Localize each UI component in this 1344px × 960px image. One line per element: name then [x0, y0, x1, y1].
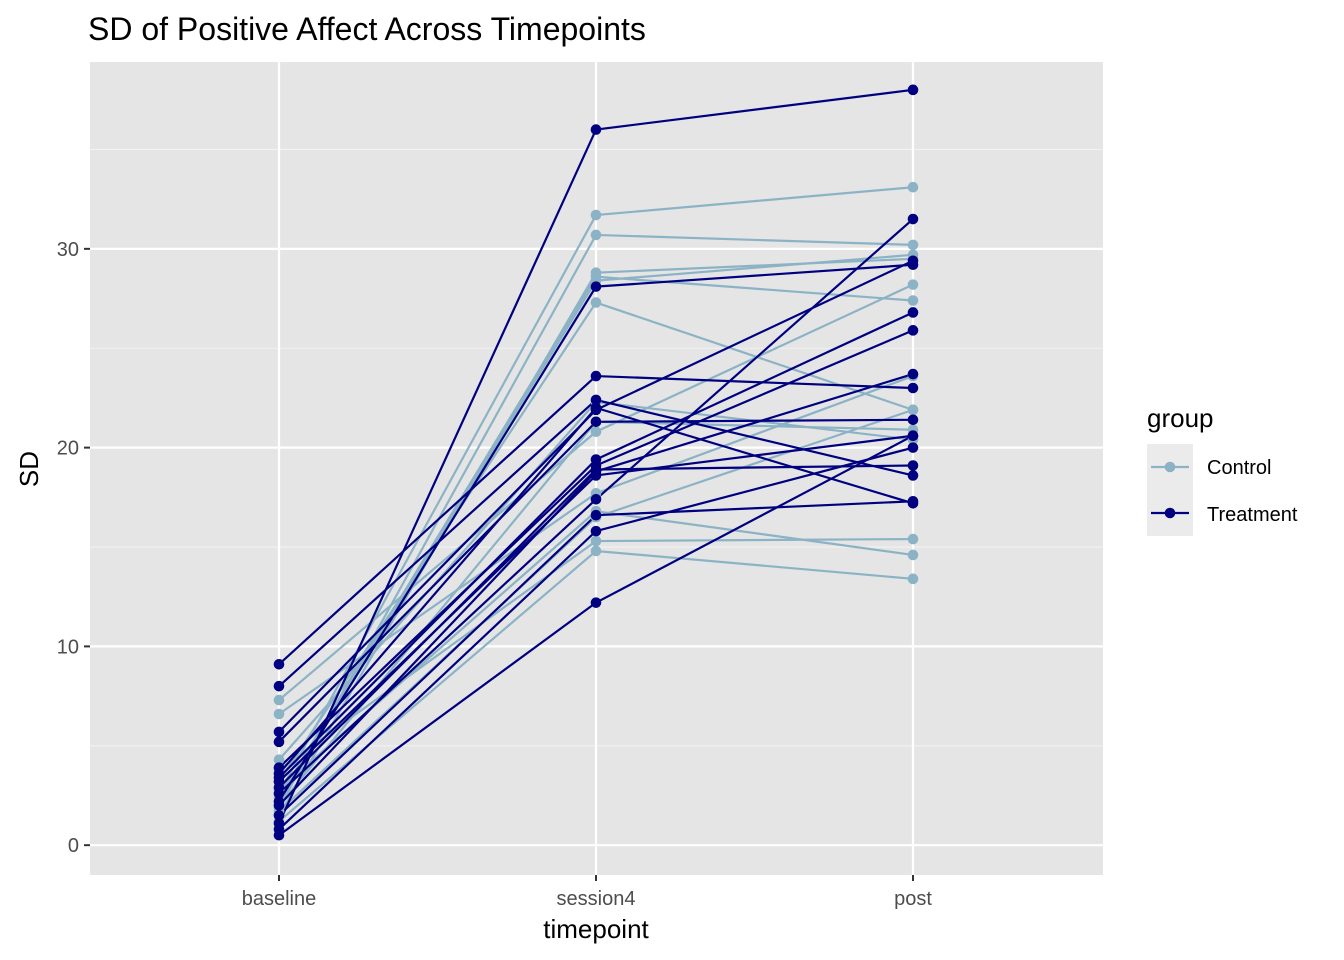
data-point-control	[907, 279, 919, 290]
data-point-control	[273, 694, 285, 706]
x-tick-label: post	[894, 888, 932, 910]
data-point-control	[907, 533, 919, 545]
data-point-treatment	[907, 255, 919, 267]
legend-point-treatment	[1164, 507, 1176, 519]
data-point-control	[907, 573, 919, 585]
y-tick-label: 20	[57, 438, 79, 460]
data-point-treatment	[907, 442, 919, 453]
data-point-treatment	[590, 509, 602, 521]
data-point-control	[590, 229, 602, 241]
legend-point-control	[1164, 461, 1176, 473]
axis-ticks	[84, 247, 914, 881]
y-tick-label: 10	[57, 636, 79, 658]
y-axis-title: SD	[14, 451, 44, 487]
data-point-control	[907, 295, 919, 306]
data-point-control	[907, 549, 919, 561]
data-point-treatment	[273, 726, 285, 738]
legend-title: group	[1147, 403, 1214, 433]
data-point-treatment	[590, 525, 602, 537]
legend-label-treatment: Treatment	[1207, 504, 1298, 526]
data-point-treatment	[273, 768, 285, 779]
data-point-treatment	[590, 394, 602, 406]
data-point-control	[590, 297, 602, 308]
data-point-treatment	[590, 597, 602, 608]
data-point-treatment	[273, 782, 285, 793]
data-point-treatment	[273, 736, 285, 748]
x-tick-label: baseline	[242, 888, 317, 910]
data-point-treatment	[590, 464, 602, 475]
data-point-control	[907, 181, 919, 193]
x-axis-title: timepoint	[543, 914, 649, 944]
y-tick-label: 30	[57, 239, 79, 261]
data-point-treatment	[907, 325, 919, 336]
data-point-treatment	[273, 680, 285, 692]
data-point-control	[590, 426, 602, 438]
tick-labels: 0 10 20 30 baseline session4 post	[57, 239, 933, 910]
x-tick-label: session4	[557, 888, 636, 910]
y-tick-label: 0	[68, 835, 79, 857]
data-point-control	[273, 708, 285, 720]
data-point-treatment	[590, 124, 602, 135]
data-point-treatment	[273, 658, 285, 670]
data-point-treatment	[907, 414, 919, 426]
data-point-treatment	[907, 470, 919, 481]
data-point-treatment	[590, 281, 602, 292]
data-point-treatment	[590, 402, 602, 414]
data-point-treatment	[590, 494, 602, 505]
data-point-treatment	[907, 497, 919, 509]
legend-label-control: Control	[1207, 457, 1271, 479]
data-point-treatment	[273, 810, 285, 821]
data-point-control	[273, 754, 285, 766]
data-point-control	[907, 239, 919, 251]
data-point-control	[590, 545, 602, 557]
data-point-treatment	[907, 368, 919, 380]
data-point-treatment	[273, 829, 285, 841]
data-point-treatment	[907, 84, 919, 96]
data-point-treatment	[590, 416, 602, 428]
legend: group Control Treatment	[1147, 403, 1298, 536]
series-points	[273, 84, 919, 841]
data-point-treatment	[907, 307, 919, 318]
data-point-treatment	[907, 460, 919, 471]
data-point-control	[590, 535, 602, 547]
data-point-treatment	[907, 382, 919, 394]
chart-title: SD of Positive Affect Across Timepoints	[88, 11, 646, 47]
data-point-control	[907, 404, 919, 416]
data-point-treatment	[273, 800, 285, 811]
data-point-treatment	[907, 430, 919, 442]
data-point-control	[590, 209, 602, 221]
data-point-treatment	[590, 370, 602, 382]
data-point-treatment	[907, 213, 919, 225]
